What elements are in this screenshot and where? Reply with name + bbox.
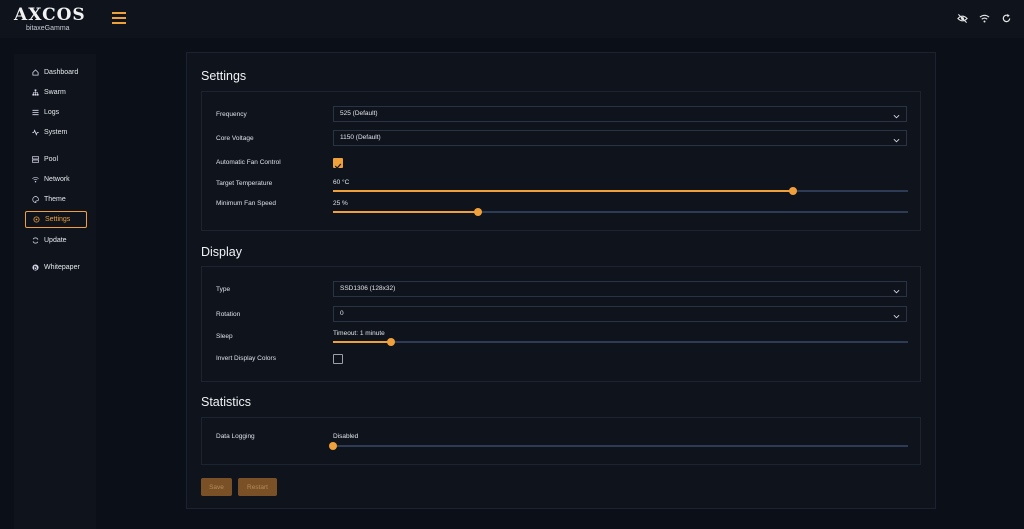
min-fan-value: 25 % <box>333 200 348 207</box>
invert-colors-label: Invert Display Colors <box>216 355 276 362</box>
display-type-select[interactable]: SSD1306 (128x32) <box>333 281 907 297</box>
chevron-down-icon <box>893 135 900 149</box>
sidebar-item-logs[interactable]: Logs <box>25 104 87 121</box>
sidebar-item-label: Swarm <box>44 89 66 96</box>
frequency-label: Frequency <box>216 111 247 118</box>
refresh-icon[interactable] <box>1000 12 1012 24</box>
sidebar-item-whitepaper[interactable]: ₿ Whitepaper <box>25 259 87 276</box>
sleep-value: Timeout: 1 minute <box>333 330 385 337</box>
top-bar: AXCOS bitaxeGamma <box>0 0 1024 38</box>
chevron-down-icon <box>893 111 900 125</box>
slider-fill <box>333 190 793 192</box>
settings-title: Settings <box>201 69 247 83</box>
slider-thumb[interactable] <box>789 187 797 195</box>
sidebar-item-label: Dashboard <box>44 69 79 76</box>
statistics-panel: Data Logging Disabled <box>201 417 921 465</box>
rotation-label: Rotation <box>216 311 241 318</box>
logo[interactable]: AXCOS bitaxeGamma <box>14 6 86 33</box>
target-temp-label: Target Temperature <box>216 180 273 187</box>
fan-control-checkbox[interactable] <box>333 158 343 169</box>
core-voltage-value: 1150 (Default) <box>340 134 381 141</box>
device-name: bitaxeGamma <box>26 25 70 32</box>
sidebar-item-update[interactable]: Update <box>25 232 87 249</box>
sidebar-item-swarm[interactable]: Swarm <box>25 84 87 101</box>
slider-fill <box>333 341 391 343</box>
min-fan-label: Minimum Fan Speed <box>216 200 276 207</box>
sidebar-item-settings[interactable]: Settings <box>25 211 87 228</box>
sleep-slider[interactable] <box>333 338 908 346</box>
settings-panel: Frequency 525 (Default) Core Voltage 115… <box>201 91 921 231</box>
sidebar-item-label: Logs <box>44 109 60 116</box>
bitcoin-icon: ₿ <box>32 264 39 271</box>
sidebar-item-dashboard[interactable]: Dashboard <box>25 64 87 81</box>
sidebar-item-pool[interactable]: Pool <box>25 151 87 168</box>
sidebar: Dashboard Swarm Logs System Pool Network… <box>14 54 96 529</box>
slider-thumb[interactable] <box>386 338 395 346</box>
logo-text: AXCOS <box>14 5 86 25</box>
display-title: Display <box>201 245 242 259</box>
chevron-down-icon <box>893 286 900 300</box>
refresh-icon <box>32 237 39 244</box>
sidebar-item-label: Pool <box>44 156 59 163</box>
sidebar-item-network[interactable]: Network <box>25 171 87 188</box>
eye-off-icon[interactable] <box>956 12 968 24</box>
fan-control-label: Automatic Fan Control <box>216 159 281 166</box>
sidebar-item-label: System <box>44 129 68 136</box>
core-voltage-select[interactable]: 1150 (Default) <box>333 130 907 146</box>
save-button[interactable]: Save <box>201 478 232 496</box>
sidebar-item-label: Whitepaper <box>44 264 80 271</box>
statistics-title: Statistics <box>201 395 252 409</box>
core-voltage-label: Core Voltage <box>216 135 254 142</box>
list-icon <box>32 109 39 116</box>
invert-colors-checkbox[interactable] <box>333 354 343 364</box>
slider-thumb[interactable] <box>329 442 337 450</box>
sleep-label: Sleep <box>216 333 233 340</box>
display-type-label: Type <box>216 286 231 293</box>
frequency-select[interactable]: 525 (Default) <box>333 106 907 122</box>
display-panel: Type SSD1306 (128x32) Rotation 0 Sleep T… <box>201 266 921 382</box>
sidebar-item-label: Theme <box>44 196 66 203</box>
home-icon <box>32 69 39 76</box>
frequency-value: 525 (Default) <box>340 110 378 117</box>
sidebar-item-system[interactable]: System <box>25 124 87 141</box>
restart-button[interactable]: Restart <box>238 478 277 496</box>
wifi-icon <box>32 176 39 183</box>
target-temp-value: 60 °C <box>333 179 350 186</box>
menu-toggle-button[interactable] <box>112 12 126 24</box>
chevron-down-icon <box>893 311 900 325</box>
sidebar-item-label: Update <box>44 237 67 244</box>
rotation-select[interactable]: 0 <box>333 306 907 322</box>
sitemap-icon <box>32 89 39 96</box>
target-temp-slider[interactable] <box>333 187 908 195</box>
data-logging-value: Disabled <box>333 433 359 440</box>
server-icon <box>32 156 39 163</box>
data-logging-slider[interactable] <box>329 442 908 450</box>
slider-thumb[interactable] <box>474 208 483 216</box>
check-icon <box>334 163 342 169</box>
sidebar-item-label: Network <box>44 176 70 183</box>
sidebar-item-theme[interactable]: Theme <box>25 191 87 208</box>
display-type-value: SSD1306 (128x32) <box>340 285 396 292</box>
gear-icon <box>33 216 40 223</box>
header-actions <box>956 12 1012 24</box>
sidebar-item-label: Settings <box>45 216 71 223</box>
min-fan-slider[interactable] <box>333 208 908 216</box>
palette-icon <box>32 196 39 203</box>
slider-fill <box>333 211 479 213</box>
svg-text:₿: ₿ <box>34 264 38 271</box>
pulse-icon <box>32 129 39 136</box>
rotation-value: 0 <box>340 310 344 317</box>
data-logging-label: Data Logging <box>216 433 255 440</box>
wifi-icon[interactable] <box>978 12 990 24</box>
settings-card: Settings Frequency 525 (Default) Core Vo… <box>186 52 936 509</box>
